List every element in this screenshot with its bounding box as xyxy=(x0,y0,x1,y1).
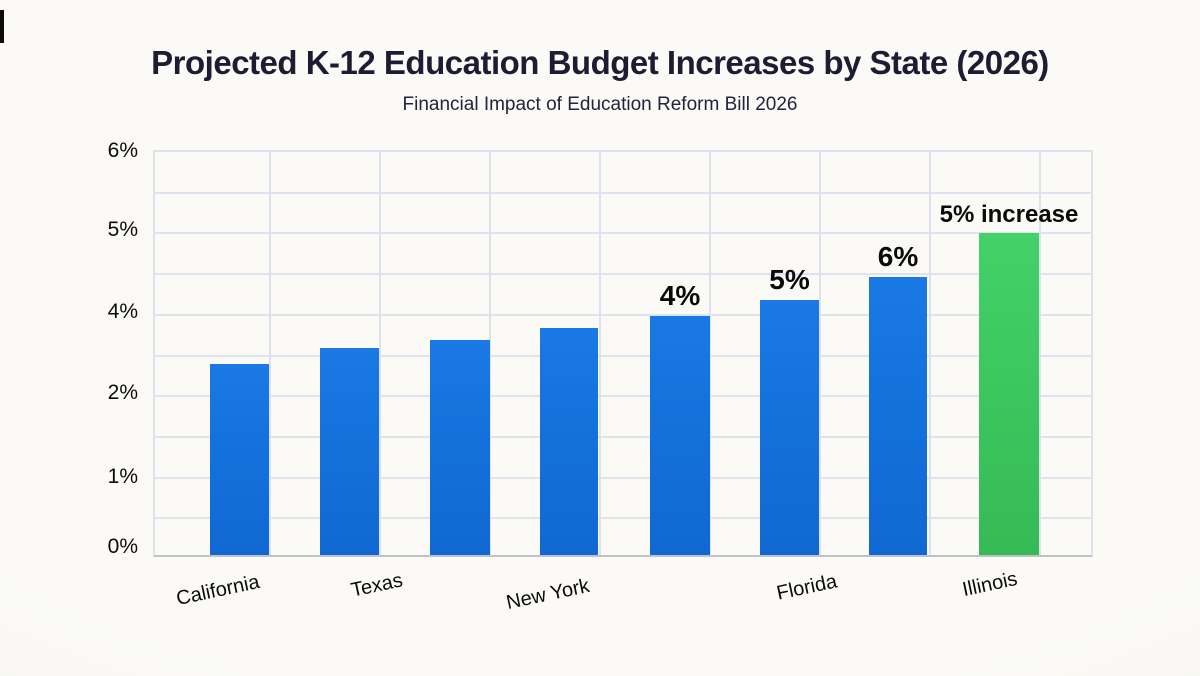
bar-data-label: 5% xyxy=(769,264,810,295)
horizontal-gridline xyxy=(155,273,1091,276)
y-tick-label: 6% xyxy=(107,139,138,162)
bar-3 xyxy=(430,340,490,555)
horizontal-gridline xyxy=(155,313,1091,316)
bar-data-label: 4% xyxy=(659,280,701,311)
vertical-gridline xyxy=(1039,152,1041,555)
bar-california xyxy=(210,364,269,555)
horizontal-gridline xyxy=(155,354,1091,357)
horizontal-gridline xyxy=(155,476,1091,479)
horizontal-gridline xyxy=(155,517,1091,520)
bar-illinois xyxy=(979,233,1039,555)
y-tick-label: 0% xyxy=(107,535,138,558)
bar-florida xyxy=(760,300,819,555)
photo-edge-artifact xyxy=(0,10,4,43)
bar-texas xyxy=(320,348,379,555)
horizontal-gridline xyxy=(155,232,1091,235)
chart-subtitle: Financial Impact of Education Reform Bil… xyxy=(402,94,798,115)
plot-area: 4% 5% 6% 5% increase xyxy=(153,150,1093,557)
vertical-gridline xyxy=(709,152,711,555)
horizontal-gridline xyxy=(155,435,1091,438)
vertical-gridline xyxy=(819,152,821,555)
vertical-gridline xyxy=(379,152,381,555)
x-tick-label-texas: Texas xyxy=(349,569,405,602)
y-tick-label: 2% xyxy=(107,381,138,404)
vertical-gridline xyxy=(489,152,491,555)
bar-new-york xyxy=(540,328,598,555)
x-tick-label-florida: Florida xyxy=(774,570,840,605)
vertical-gridline xyxy=(599,152,601,555)
horizontal-gridline xyxy=(155,191,1091,194)
chart-title: Projected K-12 Education Budget Increase… xyxy=(151,44,1049,81)
x-tick-label-california: California xyxy=(174,570,262,611)
vertical-gridline xyxy=(269,152,271,555)
horizontal-gridline xyxy=(155,395,1091,398)
y-tick-label: 1% xyxy=(107,465,138,488)
bar-5 xyxy=(650,316,710,555)
bar-data-label: 6% xyxy=(877,241,919,272)
x-tick-label-new-york: New York xyxy=(504,574,592,615)
y-tick-label: 4% xyxy=(107,300,138,323)
x-tick-label-illinois: Illinois xyxy=(960,567,1020,602)
vertical-gridline xyxy=(929,152,931,555)
bar-data-label: 5% increase xyxy=(939,201,1079,228)
bar-7 xyxy=(869,277,927,555)
y-tick-label: 5% xyxy=(107,218,138,241)
